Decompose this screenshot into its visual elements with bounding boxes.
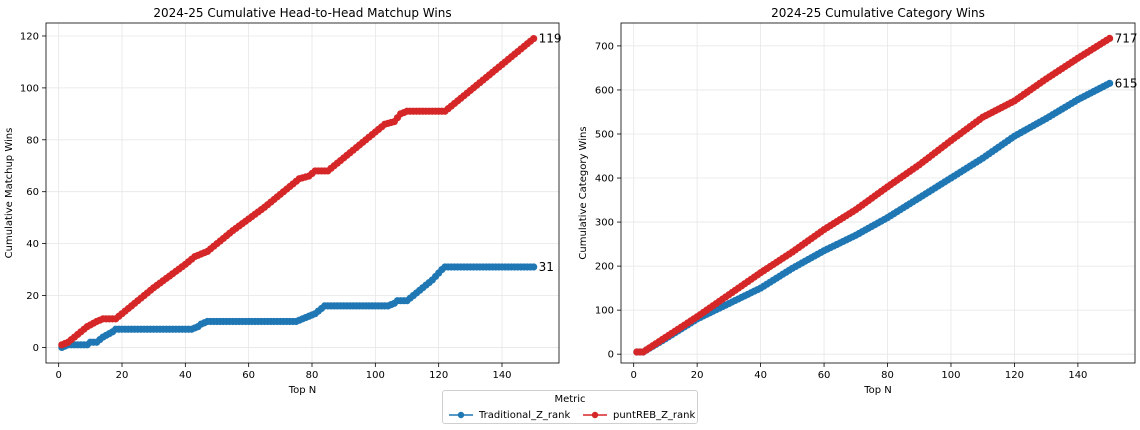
- category-series-puntreb-end-label: 717: [1115, 31, 1138, 45]
- category-x-tick-label: 80: [881, 370, 894, 381]
- matchup-x-tick-label: 80: [306, 370, 319, 381]
- matchup-y-tick-label: 80: [26, 135, 39, 146]
- legend: Metric Traditional_Z_rank puntREB_Z_rank: [442, 390, 698, 424]
- matchup-x-tick-label: 120: [429, 370, 448, 381]
- legend-label-puntreb: puntREB_Z_rank: [613, 409, 696, 421]
- matchup-y-axis-label: Cumulative Matchup Wins: [4, 128, 15, 259]
- matchup-chart-title: 2024-25 Cumulative Head-to-Head Matchup …: [153, 6, 451, 20]
- category-y-tick-label: 600: [595, 85, 614, 96]
- legend-marker-puntreb: [583, 411, 607, 419]
- category-axes-frame: [620, 22, 1136, 364]
- category-series-traditional-point: [1106, 79, 1114, 87]
- legend-label-traditional: Traditional_Z_rank: [479, 409, 571, 421]
- matchup-x-tick-label: 140: [492, 370, 511, 381]
- category-x-tick-label: 20: [691, 370, 704, 381]
- category-chart-title: 2024-25 Cumulative Category Wins: [771, 6, 985, 20]
- category-x-tick-label: 40: [754, 370, 767, 381]
- category-y-tick-label: 300: [595, 218, 614, 229]
- category-x-tick-label: 140: [1068, 370, 1087, 381]
- category-series-puntreb-point: [1106, 34, 1114, 43]
- matchup-y-tick-label: 60: [26, 187, 39, 198]
- matchup-series-traditional-end-label: 31: [539, 260, 554, 274]
- category-x-tick-label: 60: [818, 370, 831, 381]
- legend-entry-traditional: Traditional_Z_rank: [449, 409, 570, 421]
- matchup-series-puntreb-end-label: 119: [539, 32, 562, 46]
- category-x-axis-label: Top N: [863, 385, 892, 396]
- matchup-y-tick-label: 20: [26, 291, 39, 302]
- matchup-y-tick-label: 0: [33, 343, 39, 354]
- matchup-x-tick-label: 40: [179, 370, 192, 381]
- category-x-tick-label: 100: [941, 370, 960, 381]
- legend-entry-puntreb: puntREB_Z_rank: [583, 409, 695, 421]
- category-y-tick-label: 400: [595, 174, 614, 185]
- category-x-tick-label: 0: [631, 370, 637, 381]
- matchup-x-tick-label: 0: [55, 370, 61, 381]
- category-series-traditional-end-label: 615: [1115, 76, 1138, 90]
- category-y-tick-label: 700: [595, 41, 614, 52]
- category-chart: 0 20 40 60 80 100 120 140 0 100 200 300 400 500 600 700…: [578, 6, 1138, 396]
- legend-marker-traditional: [449, 411, 473, 419]
- matchup-series-traditional-point: [530, 263, 538, 271]
- matchup-chart: 0 20 40 60 80 100 120 140 0 20 40 60 80 100 120 2024-25…: [4, 6, 562, 396]
- legend-title: Metric: [554, 394, 586, 405]
- category-y-tick-label: 500: [595, 129, 614, 140]
- matchup-x-tick-label: 60: [242, 370, 255, 381]
- matchup-series-puntreb: 119: [58, 32, 562, 349]
- matchup-series-puntreb-point: [530, 34, 538, 43]
- category-x-tick-label: 120: [1005, 370, 1024, 381]
- category-y-tick-label: 100: [595, 306, 614, 317]
- category-series-traditional: 615: [633, 76, 1138, 356]
- matchup-y-tick-label: 120: [20, 31, 39, 42]
- matchup-x-tick-label: 20: [116, 370, 129, 381]
- category-y-tick-label: 0: [608, 350, 614, 361]
- category-y-tick-label: 200: [595, 262, 614, 273]
- category-y-axis-label: Cumulative Category Wins: [578, 126, 589, 259]
- matchup-x-axis-label: Top N: [288, 385, 317, 396]
- matchup-axes-frame: [45, 22, 560, 364]
- category-series-puntreb: 717: [633, 31, 1138, 356]
- matchup-y-tick-label: 100: [20, 83, 39, 94]
- matchup-y-tick-label: 40: [26, 239, 39, 250]
- matchup-x-tick-label: 100: [366, 370, 385, 381]
- matchup-series-traditional: 31: [58, 260, 554, 352]
